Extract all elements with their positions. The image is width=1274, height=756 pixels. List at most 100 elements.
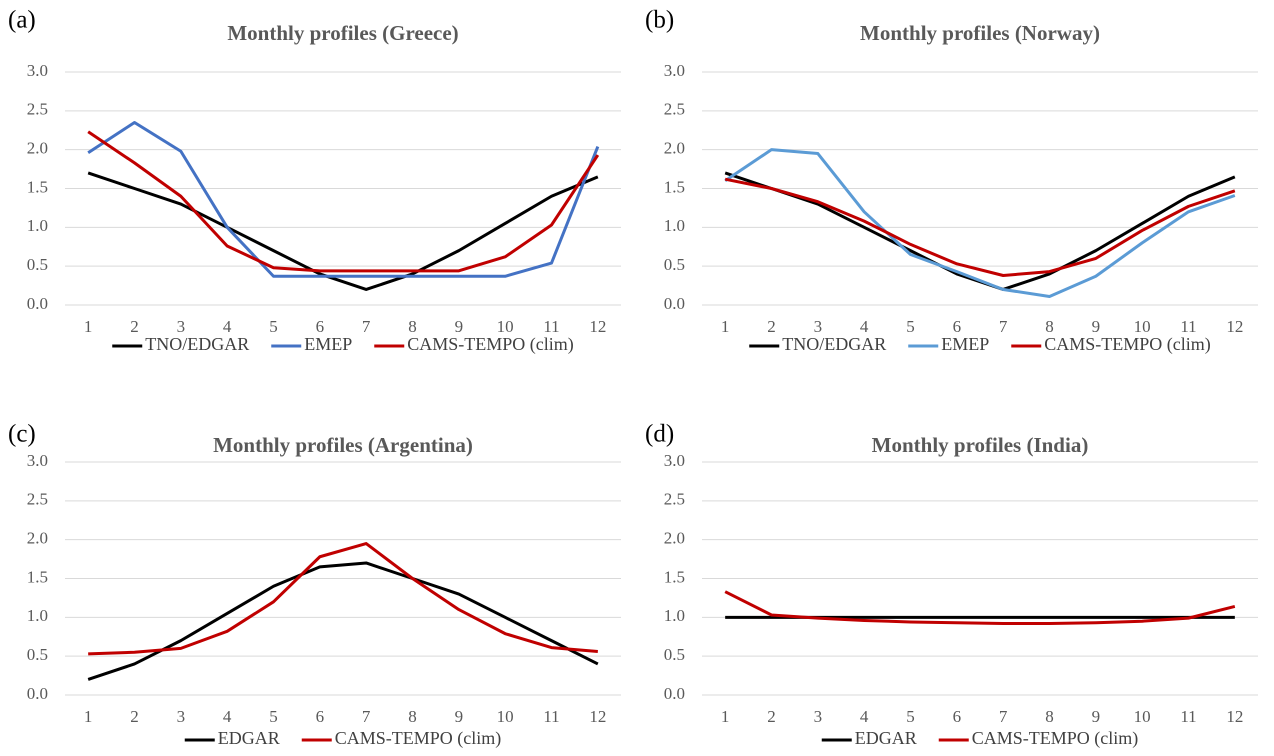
chart-title: Monthly profiles (Greece): [227, 21, 458, 45]
y-tick-label: 0.5: [664, 255, 685, 274]
series-line: [87, 130, 600, 273]
x-tick-label: 12: [1226, 317, 1243, 336]
x-tick-label: 7: [362, 707, 371, 726]
y-tick-label: 0.0: [664, 684, 685, 703]
series-line: [87, 171, 599, 291]
x-tick-label: 4: [860, 707, 869, 726]
y-tick-label: 0.0: [27, 294, 48, 313]
y-tick-label: 2.5: [27, 490, 48, 509]
y-tick-label: 2.0: [664, 139, 685, 158]
x-tick-label: 1: [84, 707, 93, 726]
y-tick-label: 0.0: [27, 684, 48, 703]
series-line: [724, 177, 1236, 277]
series-line: [724, 148, 1236, 298]
x-tick-label: 9: [1092, 317, 1101, 336]
x-tick-label: 3: [177, 707, 186, 726]
legend-label: EDGAR: [218, 728, 280, 748]
x-tick-label: 5: [906, 707, 915, 726]
x-tick-label: 12: [1226, 707, 1243, 726]
series-line: [87, 561, 599, 681]
y-tick-label: 3.0: [664, 451, 685, 470]
x-tick-label: 5: [906, 317, 915, 336]
x-tick-label: 5: [269, 707, 278, 726]
legend-label: CAMS-TEMPO (clim): [407, 334, 574, 355]
y-tick-label: 1.0: [664, 606, 685, 625]
x-tick-label: 4: [223, 317, 232, 336]
y-tick-label: 3.0: [27, 61, 48, 80]
x-tick-label: 5: [269, 317, 278, 336]
x-tick-label: 2: [130, 317, 139, 336]
x-tick-label: 3: [177, 317, 186, 336]
x-tick-label: 8: [1045, 317, 1054, 336]
y-tick-label: 0.5: [27, 645, 48, 664]
y-tick-label: 1.0: [27, 216, 48, 235]
y-tick-label: 2.0: [27, 139, 48, 158]
x-tick-label: 12: [589, 317, 606, 336]
legend-label: TNO/EDGAR: [782, 334, 886, 354]
y-tick-label: 1.5: [27, 567, 48, 586]
x-tick-label: 1: [84, 317, 93, 336]
series-line: [87, 120, 600, 278]
y-tick-label: 1.5: [664, 177, 685, 196]
legend-label: CAMS-TEMPO (clim): [1044, 334, 1211, 355]
x-tick-label: 1: [721, 707, 730, 726]
x-tick-label: 7: [999, 317, 1008, 336]
y-tick-label: 3.0: [27, 451, 48, 470]
x-tick-label: 9: [1092, 707, 1101, 726]
y-tick-label: 0.5: [664, 645, 685, 664]
x-tick-label: 8: [408, 317, 417, 336]
x-tick-label: 9: [455, 317, 464, 336]
y-tick-label: 3.0: [664, 61, 685, 80]
x-tick-label: 9: [455, 707, 464, 726]
x-tick-label: 11: [543, 317, 559, 336]
x-tick-label: 7: [362, 317, 371, 336]
x-tick-label: 6: [953, 317, 962, 336]
x-tick-label: 2: [130, 707, 139, 726]
x-tick-label: 10: [497, 317, 514, 336]
panel-label: (a): [8, 7, 36, 34]
panel-label: (d): [645, 421, 674, 448]
y-tick-label: 1.0: [664, 216, 685, 235]
y-tick-label: 2.5: [664, 490, 685, 509]
legend-label: TNO/EDGAR: [145, 334, 249, 354]
x-tick-label: 2: [767, 707, 776, 726]
legend-label: EMEP: [941, 334, 989, 354]
x-tick-label: 8: [1045, 707, 1054, 726]
panel-label: (c): [8, 421, 36, 448]
x-tick-label: 11: [543, 707, 559, 726]
x-tick-label: 6: [316, 707, 325, 726]
x-tick-label: 12: [589, 707, 606, 726]
chart-title: Monthly profiles (Norway): [860, 21, 1100, 45]
x-tick-label: 11: [1180, 317, 1196, 336]
y-tick-label: 2.0: [664, 529, 685, 548]
y-tick-label: 0.5: [27, 255, 48, 274]
legend-label: CAMS-TEMPO (clim): [972, 728, 1139, 749]
chart-title: Monthly profiles (India): [872, 433, 1089, 457]
series-line: [724, 590, 1236, 626]
x-tick-label: 3: [814, 317, 823, 336]
x-tick-label: 11: [1180, 707, 1196, 726]
x-tick-label: 3: [814, 707, 823, 726]
y-tick-label: 2.0: [27, 529, 48, 548]
x-tick-label: 4: [223, 707, 232, 726]
legend-label: EDGAR: [855, 728, 917, 748]
legend-label: EMEP: [304, 334, 352, 354]
y-tick-label: 1.5: [27, 177, 48, 196]
y-tick-label: 0.0: [664, 294, 685, 313]
y-tick-label: 1.0: [27, 606, 48, 625]
y-tick-label: 2.5: [27, 100, 48, 119]
x-tick-label: 1: [721, 317, 730, 336]
x-tick-label: 6: [316, 317, 325, 336]
x-tick-label: 2: [767, 317, 776, 336]
x-tick-label: 10: [497, 707, 514, 726]
x-tick-label: 4: [860, 317, 869, 336]
x-tick-label: 10: [1134, 707, 1151, 726]
x-tick-label: 7: [999, 707, 1008, 726]
y-tick-label: 1.5: [664, 567, 685, 586]
panel-label: (b): [645, 7, 674, 34]
x-tick-label: 6: [953, 707, 962, 726]
x-tick-label: 8: [408, 707, 417, 726]
series-line: [88, 542, 598, 656]
x-tick-label: 10: [1134, 317, 1151, 336]
